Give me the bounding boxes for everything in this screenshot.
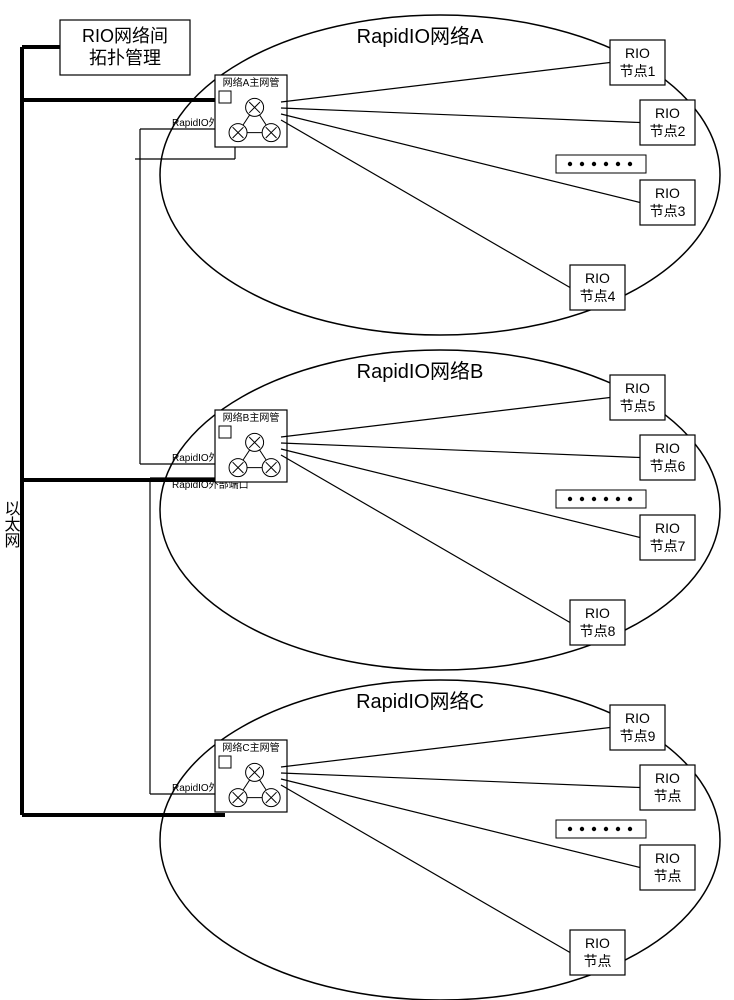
svg-text:节点: 节点 <box>654 868 682 884</box>
network-title: RapidIO网络B <box>357 360 484 383</box>
svg-text:网络C主网管: 网络C主网管 <box>222 741 279 754</box>
svg-text:RIO: RIO <box>655 105 680 121</box>
svg-text:节点1: 节点1 <box>620 63 656 79</box>
node-link <box>281 443 640 458</box>
diagram-canvas: RapidIO外部端口RapidIO外部端口RapidIO外部端口RapidIO… <box>0 0 734 1000</box>
svg-text:RIO: RIO <box>585 270 610 286</box>
switch: 网络B主网管 <box>215 410 287 482</box>
svg-text:RIO: RIO <box>655 770 680 786</box>
svg-text:RIO: RIO <box>655 850 680 866</box>
svg-text:节点4: 节点4 <box>580 288 616 304</box>
svg-text:节点9: 节点9 <box>620 728 656 744</box>
svg-text:节点: 节点 <box>584 953 612 969</box>
svg-text:RIO: RIO <box>655 185 680 201</box>
svg-text:RIO: RIO <box>625 45 650 61</box>
svg-text:网络B主网管: 网络B主网管 <box>223 411 280 424</box>
node-link <box>281 63 610 103</box>
node-link <box>281 108 640 123</box>
node-link <box>281 455 570 623</box>
svg-text:RIO: RIO <box>585 605 610 621</box>
switch: 网络A主网管 <box>215 75 287 147</box>
svg-text:RIO: RIO <box>655 520 680 536</box>
svg-text:节点2: 节点2 <box>650 123 686 139</box>
svg-text:拓扑管理: 拓扑管理 <box>89 48 161 68</box>
node-link <box>281 773 640 788</box>
svg-text:RIO: RIO <box>625 710 650 726</box>
node-link <box>281 120 570 288</box>
svg-text:节点5: 节点5 <box>620 398 656 414</box>
svg-text:节点6: 节点6 <box>650 458 686 474</box>
svg-text:RIO网络间: RIO网络间 <box>82 26 168 46</box>
network-title: RapidIO网络A <box>357 25 484 48</box>
switch: 网络C主网管 <box>215 740 287 812</box>
svg-text:RIO: RIO <box>655 440 680 456</box>
ethernet-label: 以太网 <box>2 500 21 549</box>
network-title: RapidIO网络C <box>356 690 484 713</box>
svg-text:节点: 节点 <box>654 788 682 804</box>
node-link <box>281 728 610 768</box>
svg-text:节点3: 节点3 <box>650 203 686 219</box>
svg-text:节点7: 节点7 <box>650 538 686 554</box>
svg-text:RIO: RIO <box>625 380 650 396</box>
node-link <box>281 785 570 953</box>
node-link <box>281 398 610 438</box>
svg-text:节点8: 节点8 <box>580 623 616 639</box>
svg-text:网络A主网管: 网络A主网管 <box>223 76 280 89</box>
svg-text:RIO: RIO <box>585 935 610 951</box>
